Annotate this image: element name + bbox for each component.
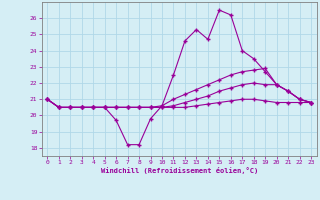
- X-axis label: Windchill (Refroidissement éolien,°C): Windchill (Refroidissement éolien,°C): [100, 167, 258, 174]
